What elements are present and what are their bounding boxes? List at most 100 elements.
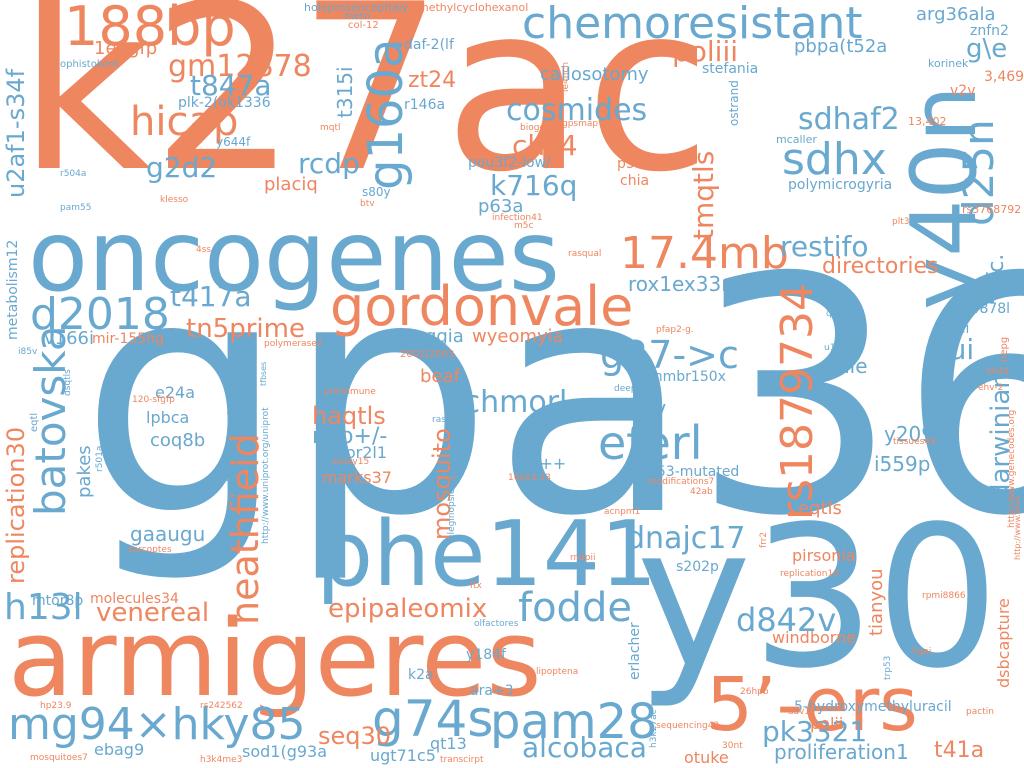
word-chia: chia [620,173,650,189]
word-sod1: sod1(g93a [242,742,328,761]
word-t315i: t315i [333,66,357,118]
word-seq30: seq30 [318,722,392,750]
word-dsbcapture: dsbcapture [994,598,1013,688]
word-nepg: nepg [999,336,1010,362]
word-g160a: g160a [358,38,414,191]
word-coq8b: coq8b [150,430,206,451]
word-arg36ala: arg36ala [916,4,996,25]
word-i559p: i559p [874,452,931,476]
word-rpmi8866: rpmi8866 [922,591,966,601]
word-y30: y30 [636,484,1000,711]
word-g27c: g27->c [600,333,739,377]
word-zt24: zt24 [408,68,457,93]
word-poliii: poliii [672,35,739,68]
word-30nt: 30nt [722,741,743,751]
word-pfap2: pfap2-g. [656,325,694,335]
word-klesso: klesso [160,195,189,205]
word-p378: p378 [617,156,653,172]
word-chie: chie [826,354,868,378]
word-16p13-13: 16p13.13 [508,473,551,483]
word-envision: envision+system [225,387,241,508]
word-col12: col-12 [348,20,379,31]
word-hicap: hicap [130,99,239,145]
word-k716q: k716q [490,169,578,202]
word-frr2: frr2 [759,531,769,548]
word-hotei: hotei [934,321,970,337]
word-pbpa: pbpa(t52a [794,36,888,57]
word-plt3: plt3 [892,217,910,227]
word-ara3: ara+3 [470,683,514,699]
word-sahlen: sahlen [631,448,647,495]
word-mg94: mg94×hky85 [8,699,306,750]
word-cosmides: cosmides [506,93,648,128]
word-u2af1: u2af1-s34f [2,68,30,198]
word-eqtl: eqtl [29,412,40,432]
word-chs4: chs4 [512,129,578,162]
word-u197: u197 [824,343,847,353]
word-restifo: restifo [780,230,869,263]
word-pakes: pakes [74,445,95,498]
word-ftx: ftx [470,581,482,591]
word-m5c: m5c [514,221,534,231]
word-ras-g12c: ras(g12c [432,415,472,425]
word-13402: 13,402 [908,115,947,128]
word-1e4gfp: 1e4gfp [94,38,158,59]
word-eleginopsioidea: eleginopsioidea [447,469,457,540]
word-w878l: w878l [968,301,1011,317]
word-metabolism12: metabolism12 [5,239,21,340]
word-e24a: e24a [155,383,196,402]
word-assay15: assay15 [332,457,370,467]
word-sarcoptes: sarcoptes [128,545,172,555]
word-hmu: 5-hydroxymethyluracil [794,699,952,715]
word-k27ac: k27ac [18,0,712,223]
word-rcdp: rcdp [298,147,360,180]
word-holoprosencephaly: holoprosencephaly [304,1,409,14]
word-deepsnps: deepsnps [614,384,658,394]
word-trp53: trp53 [883,655,893,680]
word-d2018: d2018 [30,289,170,340]
word-haqtls: haqtls [312,402,386,430]
word-fodde: fodde [518,585,632,631]
word-acnpm1: acnpm1 [604,507,641,517]
word-p63a: p63a [478,196,524,217]
word-gpnmbr: gpnmbr150x [636,369,726,385]
word-r501a: r501a [95,445,105,472]
word-t41a: t41a [934,738,985,763]
word-otuke: otuke [684,748,729,767]
word-rnapii: rnapii [570,553,596,563]
word-a411v: a411v [604,396,667,420]
word-v2v: v2v [950,83,976,99]
word-biogent: biogent [520,123,555,133]
word-oncogenes: oncogenes [28,200,560,314]
word-polymicrogyria: polymicrogyria [788,177,893,193]
word-plk2: plk-2(ok1336 [178,95,271,111]
word-lipoptena: lipoptena [536,667,579,677]
word-sui: sui [934,333,975,366]
word-t847a: t847a [190,69,272,102]
word-ebag9: ebag9 [94,740,145,759]
word-modifications7: modifications7 [648,477,715,487]
word-ehv2: ehv-2 [978,383,1004,393]
word-p53mut: p53-mutated [648,464,740,480]
word-mir155: mir-155hg [92,331,164,347]
word-eferl: eferl [598,416,703,470]
word-epipaleomix: epipaleomix [328,594,488,624]
word-tianyou: tianyou [866,568,887,636]
word-pactin: pactin [966,707,994,717]
word-mtor2l1: mtor2l1 [324,443,388,462]
word-ge: g\e [966,34,1008,64]
word-ugt71c5: ugt71c5 [370,746,436,765]
word-http-silva: http://www.silva [1013,495,1022,560]
word-tissues43: tissues43 [893,437,936,447]
word-metn: metn [344,11,371,22]
word-polii: polii [810,714,844,733]
word-transcirpt: transcirpt [440,755,484,765]
word-gpa36: gpa36 [80,208,1024,587]
word-venereal: venereal [96,598,210,628]
word-mib: mib+/- [312,424,388,449]
word-sequencing43: sequencing43 [656,721,720,731]
word-hh20: hh20 [986,367,1009,377]
word-tn5prime: tn5prime [186,314,305,344]
word-polymerase2: polymerase2 [264,339,323,349]
word-h13l: h13l [4,587,83,628]
